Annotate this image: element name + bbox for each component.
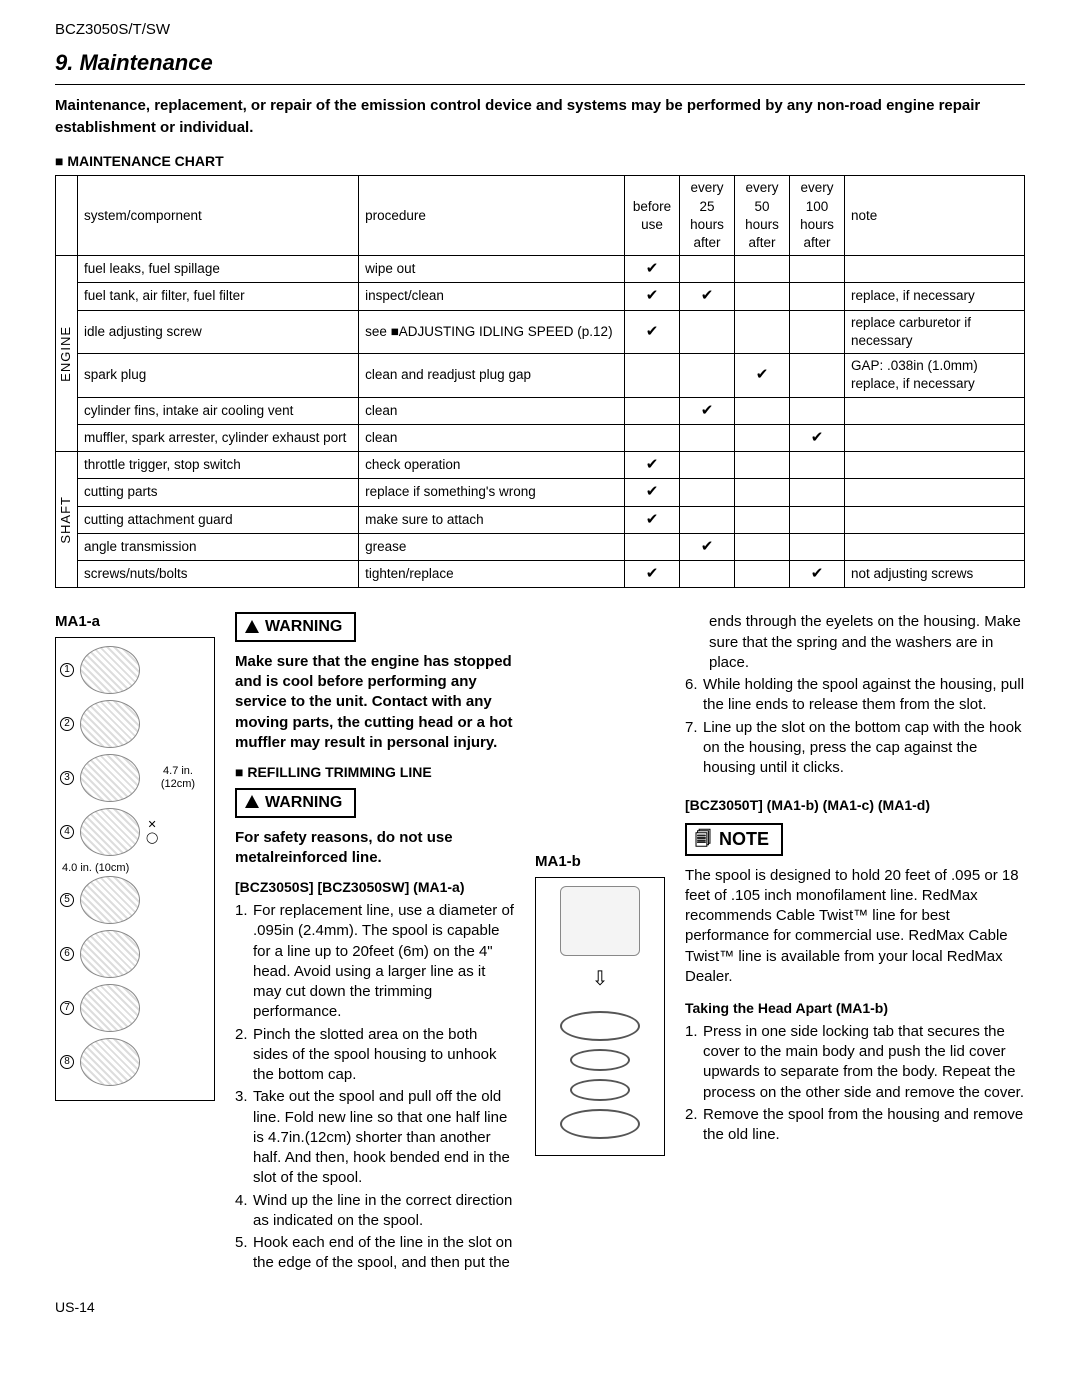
list-item: 4.Wind up the line in the correct direct… [235,1191,515,1232]
apart-head: Taking the Head Apart (MA1-b) [685,999,1025,1018]
list-item: 1.For replacement line, use a diameter o… [235,901,515,1023]
col-100h: every 100 hours after [790,176,845,256]
steps-a-list: 1.For replacement line, use a diameter o… [235,901,515,1274]
ma1a-label: MA1-a [55,612,215,632]
note-label: NOTE [719,827,769,851]
table-row: screws/nuts/boltstighten/replace✔✔not ad… [56,561,1025,588]
warning1-text: Make sure that the engine has stopped an… [235,652,515,753]
apart-steps-list: 1.Press in one side locking tab that sec… [685,1022,1025,1146]
warning-box-1: WARNING [235,612,356,642]
warning2-text: For safety reasons, do not use metalrein… [235,828,515,869]
intro-text: Maintenance, replacement, or repair of t… [55,95,1025,139]
warning-icon [245,620,259,633]
model-b-head: [BCZ3050T] (MA1-b) (MA1-c) (MA1-d) [685,796,1025,815]
table-row: angle transmissiongrease✔ [56,533,1025,560]
refill-title: ■ REFILLING TRIMMING LINE [235,763,515,782]
warning-icon [245,795,259,808]
col-system: system/compornent [78,176,359,256]
list-item: 2.Remove the spool from the housing and … [685,1105,1025,1146]
table-row: spark plugclean and readjust plug gap✔GA… [56,354,1025,397]
note-icon: 🗐 [695,829,711,851]
page-number: US-14 [55,1298,1025,1317]
note-text: The spool is designed to hold 20 feet of… [685,866,1025,988]
table-row: cylinder fins, intake air cooling ventcl… [56,397,1025,424]
title-rule [55,84,1025,85]
col-note: note [845,176,1025,256]
col-50h: every 50 hours after [735,176,790,256]
warning-label: WARNING [265,792,342,814]
table-row: SHAFTthrottle trigger, stop switchcheck … [56,452,1025,479]
table-row: cutting partsreplace if something's wron… [56,479,1025,506]
col-before: before use [625,176,680,256]
table-row: cutting attachment guardmake sure to att… [56,506,1025,533]
table-row: ENGINEfuel leaks, fuel spillagewipe out✔ [56,256,1025,283]
step6: While holding the spool against the hous… [703,675,1025,716]
list-item: 1.Press in one side locking tab that sec… [685,1022,1025,1103]
ma1a-figure: 1 2 34.7 in. (12cm) 4✕◯ 4.0 in. (10cm) 5… [55,637,215,1101]
table-row: muffler, spark arrester, cylinder exhaus… [56,424,1025,451]
warning-box-2: WARNING [235,788,356,818]
ma1b-label: MA1-b [535,852,665,872]
steps-67-list: 6.While holding the spool against the ho… [685,675,1025,778]
continuation-step5: ends through the eyelets on the housing.… [685,612,1025,673]
model-id: BCZ3050S/T/SW [55,20,1025,40]
table-row: fuel tank, air filter, fuel filterinspec… [56,283,1025,310]
table-row: idle adjusting screwsee ■ADJUSTING IDLIN… [56,310,1025,353]
col-procedure: procedure [359,176,625,256]
section-title: 9. Maintenance [55,48,1025,78]
list-item: 5.Hook each end of the line in the slot … [235,1233,515,1274]
ma1b-figure: ⇩ [535,877,665,1156]
maintenance-chart-title: ■ MAINTENANCE CHART [55,152,1025,171]
list-item: 3.Take out the spool and pull off the ol… [235,1087,515,1188]
warning-label: WARNING [265,616,342,638]
maintenance-table: system/compornent procedure before use e… [55,175,1025,588]
step7: Line up the slot on the bottom cap with … [703,718,1025,779]
list-item: 2.Pinch the slotted area on the both sid… [235,1025,515,1086]
model-a-head: [BCZ3050S] [BCZ3050SW] (MA1-a) [235,878,515,897]
note-box: 🗐 NOTE [685,823,783,855]
col-25h: every 25 hours after [680,176,735,256]
